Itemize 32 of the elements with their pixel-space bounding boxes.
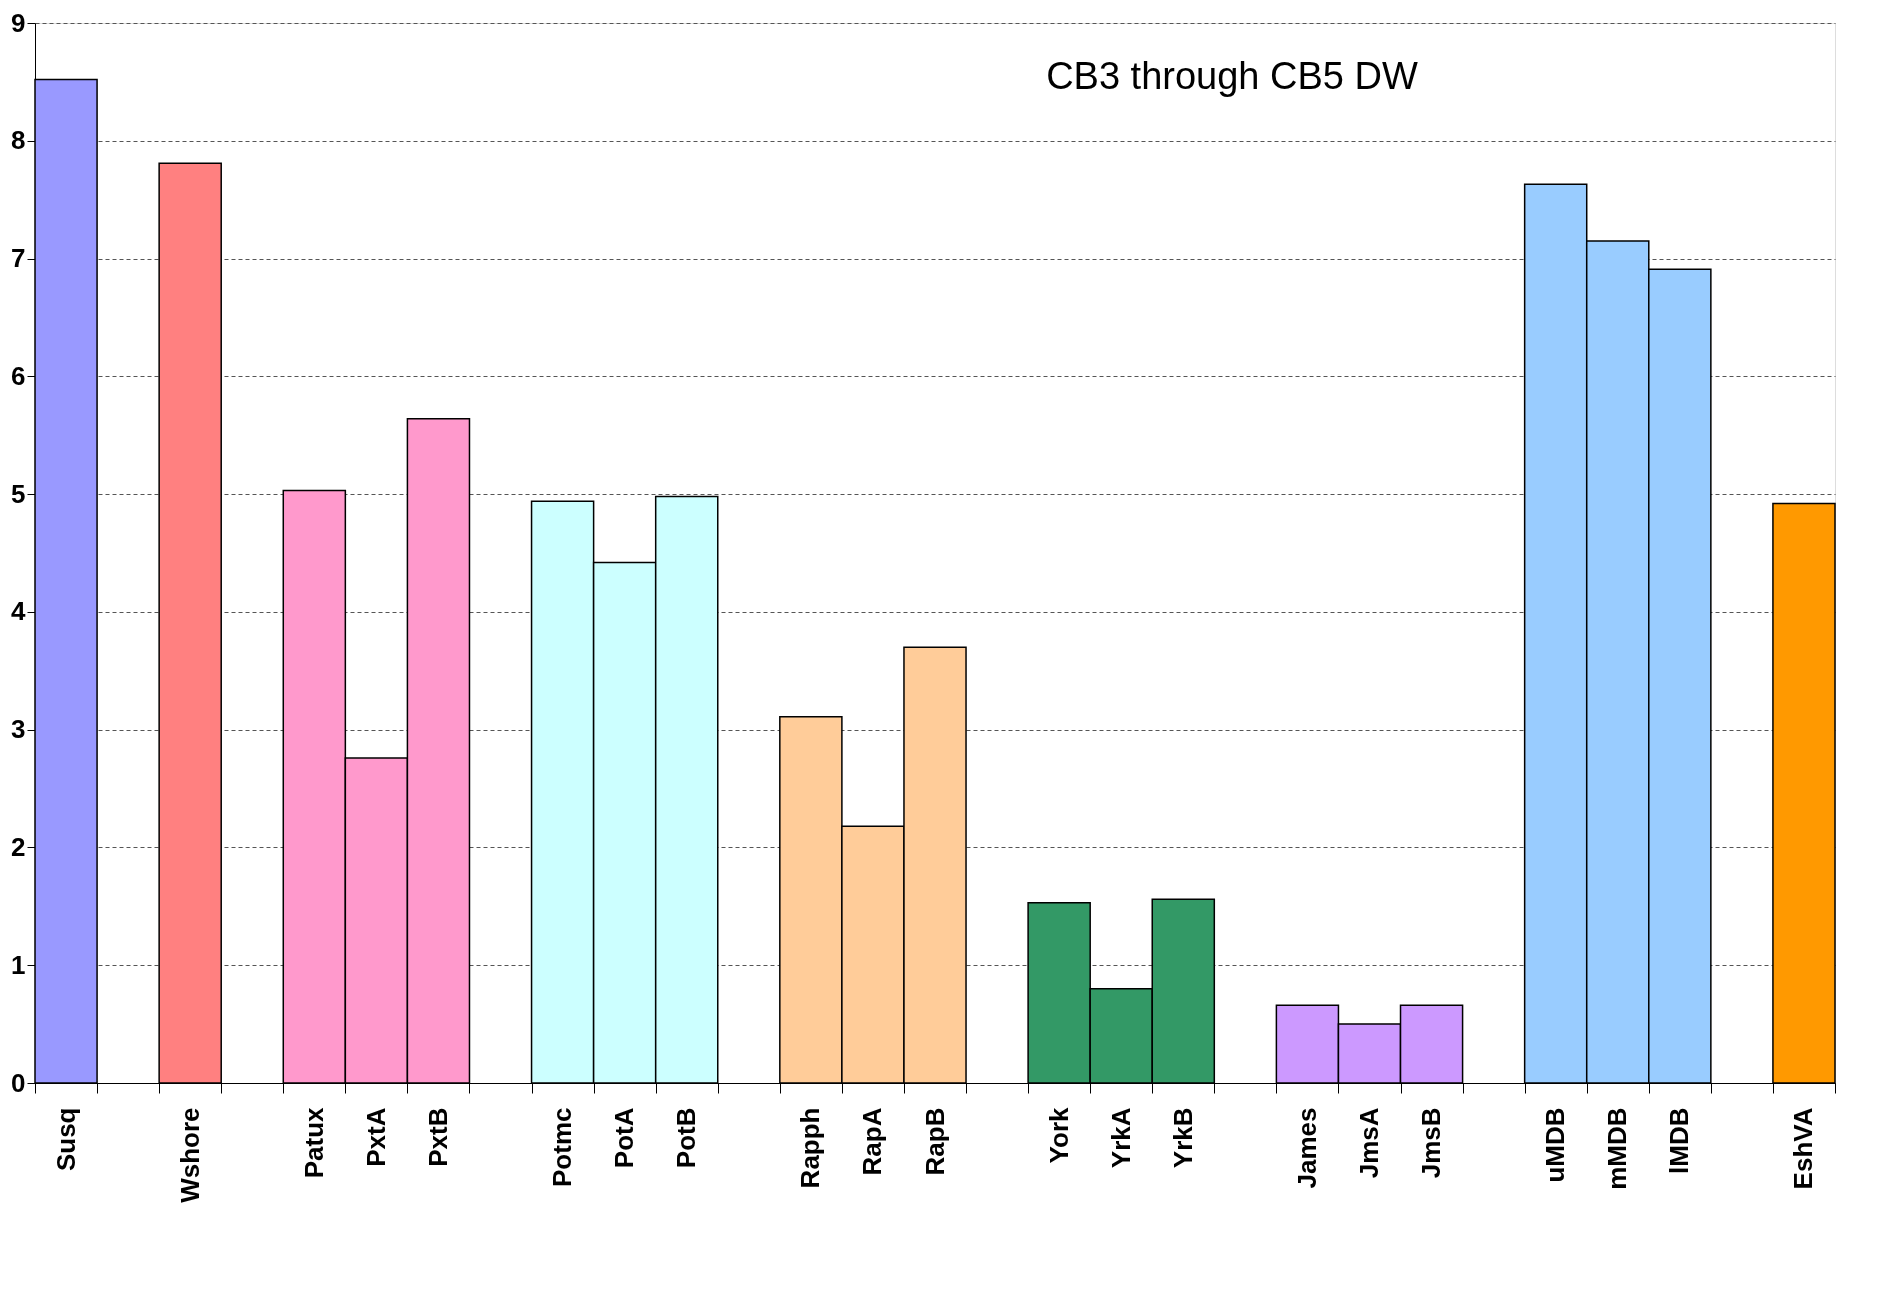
x-tick-label: mMDB (1602, 1107, 1633, 1190)
x-tick-label: uMDB (1540, 1107, 1571, 1183)
y-tick-label: 8 (11, 125, 26, 156)
y-tick-label: 4 (11, 596, 27, 627)
x-tick-label: RapA (857, 1107, 888, 1176)
x-tick-label: York (1043, 1106, 1074, 1164)
y-tick-label: 1 (11, 949, 26, 980)
y-tick-label: 3 (11, 714, 26, 745)
x-tick-label: Patux (298, 1106, 329, 1179)
y-tick-label: 6 (11, 360, 26, 391)
x-tick-label: EshVA (1788, 1107, 1819, 1190)
x-tick-label: YrkA (1105, 1107, 1136, 1169)
x-tick-label: JmsB (1416, 1107, 1447, 1179)
x-tick-label: Rapph (795, 1107, 826, 1189)
y-tick-label: 5 (11, 478, 26, 509)
y-tick-label: 0 (11, 1067, 26, 1098)
x-tick-label: PxtA (360, 1107, 391, 1167)
x-tick-label: PxtB (422, 1107, 453, 1167)
x-tick-label: lMDB (1664, 1107, 1695, 1174)
x-tick-label: James (1291, 1107, 1322, 1189)
x-tick-label: PotA (609, 1107, 640, 1169)
x-tick-label: JmsA (1353, 1107, 1384, 1179)
y-tick-label: 7 (11, 243, 26, 274)
x-tick-label: Susq (50, 1107, 81, 1172)
x-tick-label: PotB (671, 1107, 702, 1169)
y-tick-label: 2 (11, 831, 26, 862)
annotation: CB3 through CB5 DW (1046, 55, 1418, 97)
x-tick-label: RapB (919, 1107, 950, 1176)
x-tick-label: Potmc (547, 1107, 578, 1187)
x-tick-label: Wshore (174, 1107, 205, 1203)
x-tick-label: YrkB (1167, 1107, 1198, 1169)
y-tick-label: 9 (11, 7, 26, 38)
